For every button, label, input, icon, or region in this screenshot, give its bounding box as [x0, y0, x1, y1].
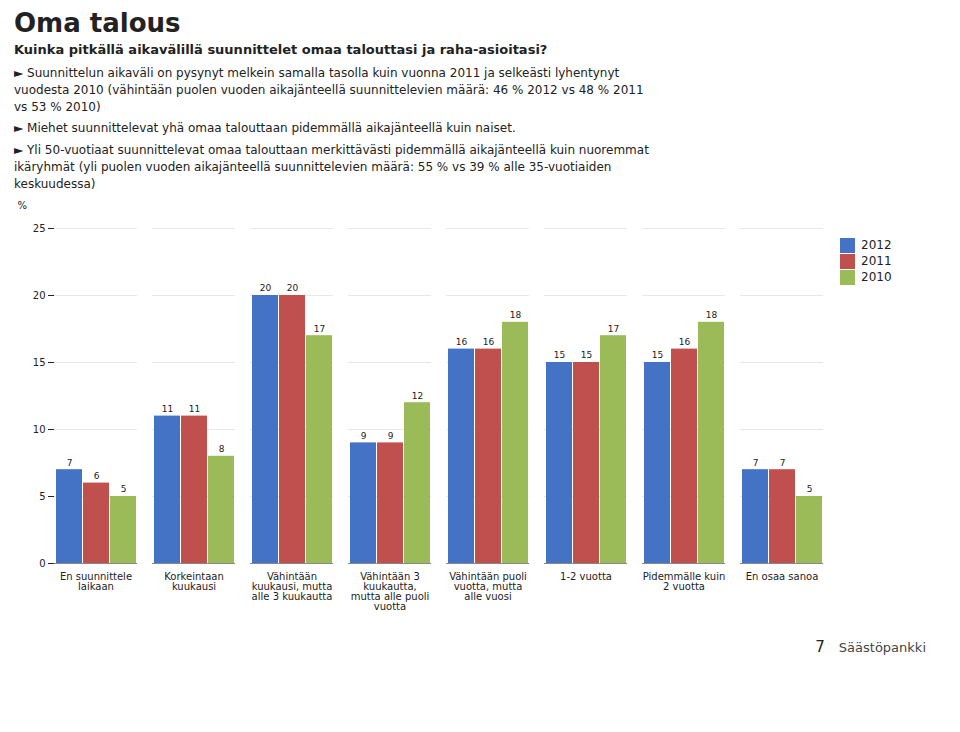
svg-text:25: 25	[33, 222, 46, 233]
html-text:2011: 2011	[861, 254, 892, 269]
svg-text:%: %	[18, 199, 28, 210]
svg-text:7: 7	[753, 457, 759, 467]
html-text:► Yli 50-vuotiaat suunnittelev: ► Yli 50-vuotiaat suunnittelevat omaa ta…	[14, 143, 649, 191]
svg-text:12: 12	[412, 390, 423, 400]
svg-text:15: 15	[652, 350, 663, 360]
svg-text:5: 5	[39, 490, 45, 501]
svg-text:1-2 vuotta: 1-2 vuotta	[560, 570, 612, 581]
svg-text:15: 15	[581, 350, 592, 360]
svg-text:0: 0	[39, 557, 45, 568]
svg-text:15: 15	[33, 356, 46, 367]
svg-text:7: 7	[67, 457, 73, 467]
svg-text:16: 16	[679, 337, 691, 347]
svg-text:6: 6	[94, 471, 100, 481]
svg-text:20: 20	[287, 283, 299, 293]
html-text:► Miehet suunnittelevat yhä om: ► Miehet suunnittelevat yhä omaa taloutt…	[14, 121, 516, 136]
svg-text:7: 7	[780, 457, 786, 467]
html-text:Oma talous: Oma talous	[14, 8, 181, 38]
svg-text:Korkeintaankuukausi: Korkeintaankuukausi	[164, 570, 224, 591]
svg-text:5: 5	[807, 484, 813, 494]
svg-text:5: 5	[121, 484, 127, 494]
svg-text:17: 17	[314, 323, 325, 333]
svg-text:9: 9	[361, 430, 367, 440]
html-text:2012: 2012	[861, 238, 892, 253]
svg-text:8: 8	[219, 444, 225, 454]
svg-text:17: 17	[608, 323, 619, 333]
html-text:Kuinka pitkällä aikavälillä su: Kuinka pitkällä aikavälillä suunnittelet…	[14, 42, 548, 57]
svg-text:Vähintäänkuukausi, muttaalle 3: Vähintäänkuukausi, muttaalle 3 kuukautta	[252, 570, 333, 601]
svg-text:18: 18	[706, 310, 718, 320]
svg-text:En suunnittelelaikaan: En suunnittelelaikaan	[60, 570, 132, 591]
svg-text:20: 20	[33, 289, 46, 300]
svg-text:En osaa sanoa: En osaa sanoa	[746, 570, 819, 581]
html-text:2010: 2010	[861, 270, 892, 285]
html-text:Säästöpankki: Säästöpankki	[838, 639, 926, 655]
svg-text:11: 11	[189, 404, 200, 414]
svg-text:20: 20	[260, 283, 272, 293]
svg-text:16: 16	[483, 337, 495, 347]
svg-text:Vähintään 3kuukautta,mutta all: Vähintään 3kuukautta,mutta alle puolivuo…	[351, 570, 430, 611]
svg-text:16: 16	[456, 337, 468, 347]
svg-text:Vähintään puolivuotta, muttaal: Vähintään puolivuotta, muttaalle vuosi	[449, 570, 527, 601]
html-text:► Suunnittelun aikaväli on pys: ► Suunnittelun aikaväli on pysynyt melke…	[14, 66, 644, 114]
svg-text:11: 11	[162, 404, 173, 414]
html-text:7: 7	[815, 637, 825, 656]
svg-text:9: 9	[388, 430, 394, 440]
svg-text:18: 18	[510, 310, 522, 320]
svg-text:15: 15	[554, 350, 565, 360]
svg-text:10: 10	[33, 423, 46, 434]
svg-text:Pidemmälle kuin2 vuotta: Pidemmälle kuin2 vuotta	[643, 570, 726, 591]
